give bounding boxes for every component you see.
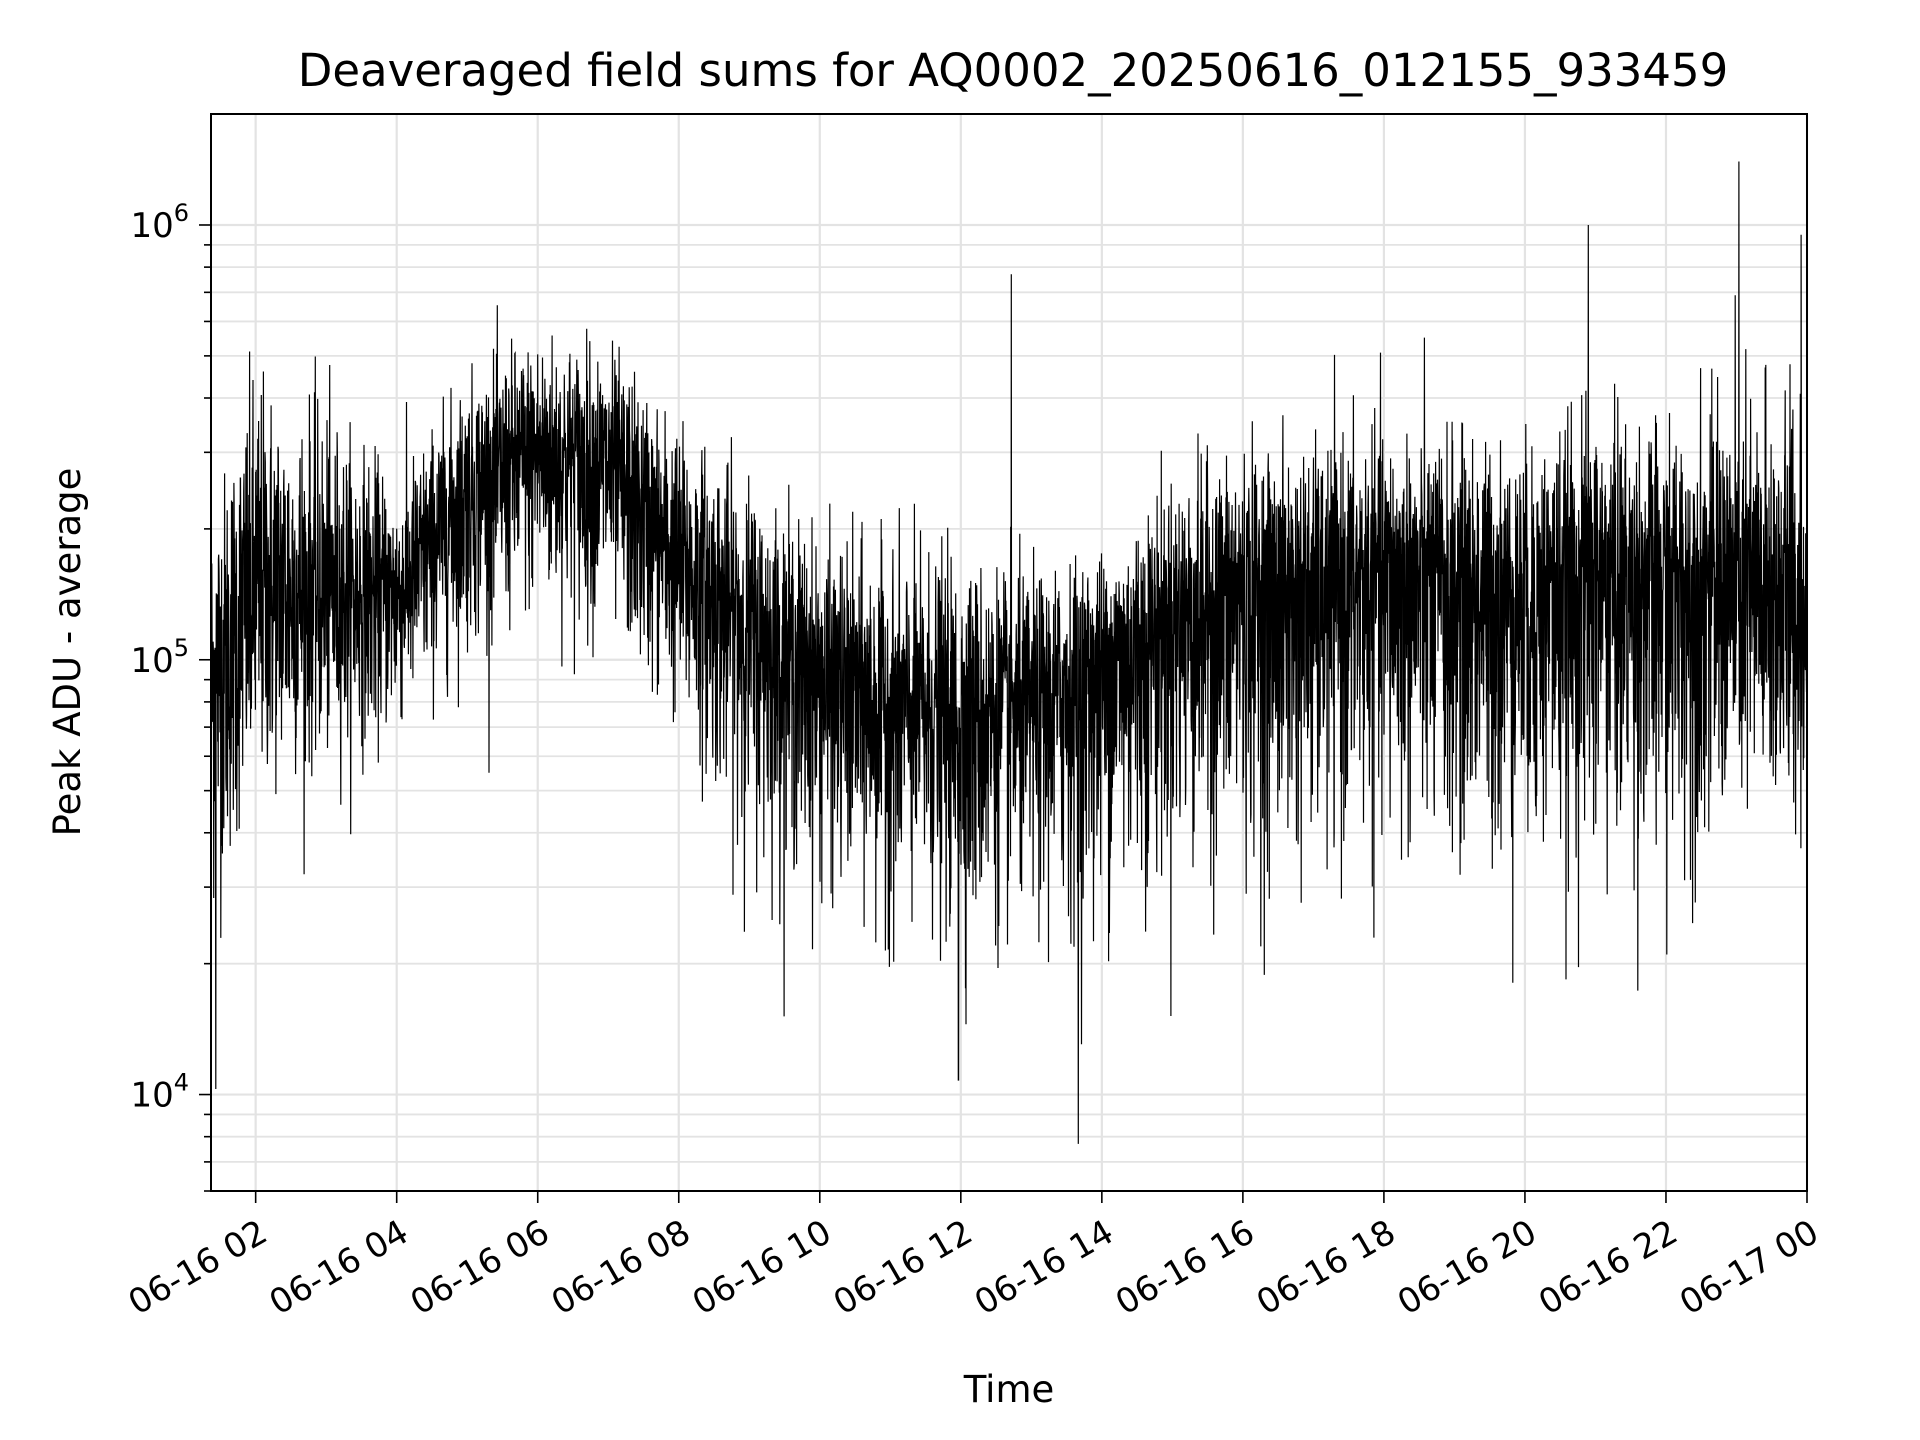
x-axis-label: Time	[963, 1368, 1055, 1411]
x-tick-label: 06-16 06	[404, 1212, 556, 1323]
x-tick-label: 06-16 08	[545, 1212, 697, 1323]
x-tick-label: 06-16 22	[1532, 1212, 1684, 1323]
x-tick-label: 06-16 02	[122, 1212, 274, 1323]
y-tick-label: 106	[130, 199, 189, 246]
y-tick-label: 104	[130, 1069, 189, 1116]
chart-title: Deaveraged field sums for AQ0002_2025061…	[298, 44, 1729, 97]
x-tick-label: 06-16 16	[1109, 1212, 1261, 1323]
x-tick-label: 06-16 14	[968, 1212, 1120, 1323]
series-line	[210, 161, 1808, 1144]
x-tick-label: 06-16 12	[827, 1212, 979, 1323]
x-tick-label: 06-16 04	[263, 1212, 415, 1323]
x-tick-label: 06-17 00	[1673, 1212, 1825, 1323]
y-axis-label: Peak ADU - average	[46, 468, 89, 837]
x-tick-label: 06-16 10	[686, 1212, 838, 1323]
data-layer	[210, 161, 1808, 1144]
x-tick-label: 06-16 20	[1391, 1212, 1543, 1323]
y-tick-label: 105	[130, 634, 189, 681]
x-tick-label: 06-16 18	[1250, 1212, 1402, 1323]
plot-frame	[210, 113, 1808, 1192]
